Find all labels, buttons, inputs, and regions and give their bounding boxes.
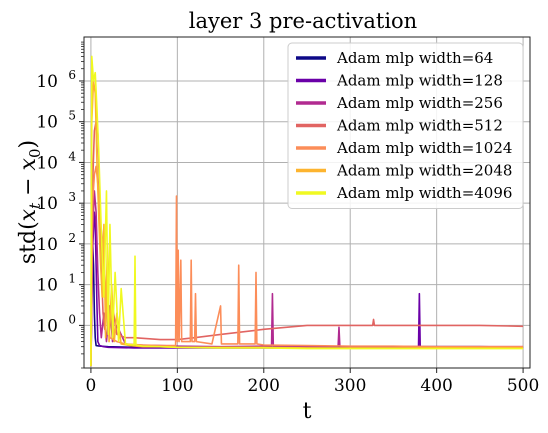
legend-label: Adam mlp width=128	[336, 72, 503, 90]
y-label-minus: −	[16, 170, 41, 202]
y-tick-exponent: 5	[68, 109, 76, 123]
y-tick-exponent: 4	[68, 149, 76, 163]
x-axis-label: t	[303, 399, 312, 424]
legend-box	[287, 42, 524, 209]
legend-label: Adam mlp width=4096	[336, 184, 512, 202]
legend: Adam mlp width=64 Adam mlp width=128 Adam …	[287, 42, 524, 209]
x-tick-label: 100	[161, 376, 193, 396]
y-tick-exponent: 6	[68, 68, 76, 82]
y-label-x: x	[16, 208, 41, 221]
x-tick-label: 200	[248, 376, 280, 396]
y-tick-label: 10	[36, 113, 58, 133]
y-tick-exponent: 3	[68, 190, 76, 204]
y-tick-exponent: 1	[68, 272, 76, 286]
series-line-7	[90, 55, 524, 367]
plot-frame	[83, 36, 531, 369]
y-tick-label: 10	[36, 153, 58, 173]
y-axis-label: std(xt − x0)	[16, 140, 44, 264]
legend-label: Adam mlp width=1024	[336, 139, 512, 157]
y-tick-exponent: 2	[68, 231, 76, 245]
y-tick-label: 10	[36, 276, 58, 296]
y-tick-label: 10	[36, 72, 58, 92]
x-tick-label: 300	[334, 376, 366, 396]
y-label-x0: x	[16, 157, 41, 170]
legend-label: Adam mlp width=64	[336, 49, 493, 67]
y-label-sub-0: 0	[26, 148, 44, 158]
chart-title: layer 3 pre-activation	[189, 9, 417, 33]
series-layer	[90, 55, 524, 367]
y-tick-label: 10	[36, 316, 58, 336]
y-label-post: )	[16, 140, 41, 149]
x-tick-label: 400	[420, 376, 452, 396]
y-tick-label: 10	[36, 235, 58, 255]
legend-label: Adam mlp width=2048	[336, 162, 512, 180]
y-label-pre: std(	[16, 221, 41, 264]
y-tick-label: 10	[36, 194, 58, 214]
legend-label: Adam mlp width=256	[336, 94, 503, 112]
x-tick-label: 0	[86, 376, 97, 396]
legend-label: Adam mlp width=512	[336, 117, 503, 135]
x-tick-label: 500	[507, 376, 539, 396]
y-tick-exponent: 0	[68, 312, 76, 326]
y-label-sub-t: t	[26, 202, 44, 209]
